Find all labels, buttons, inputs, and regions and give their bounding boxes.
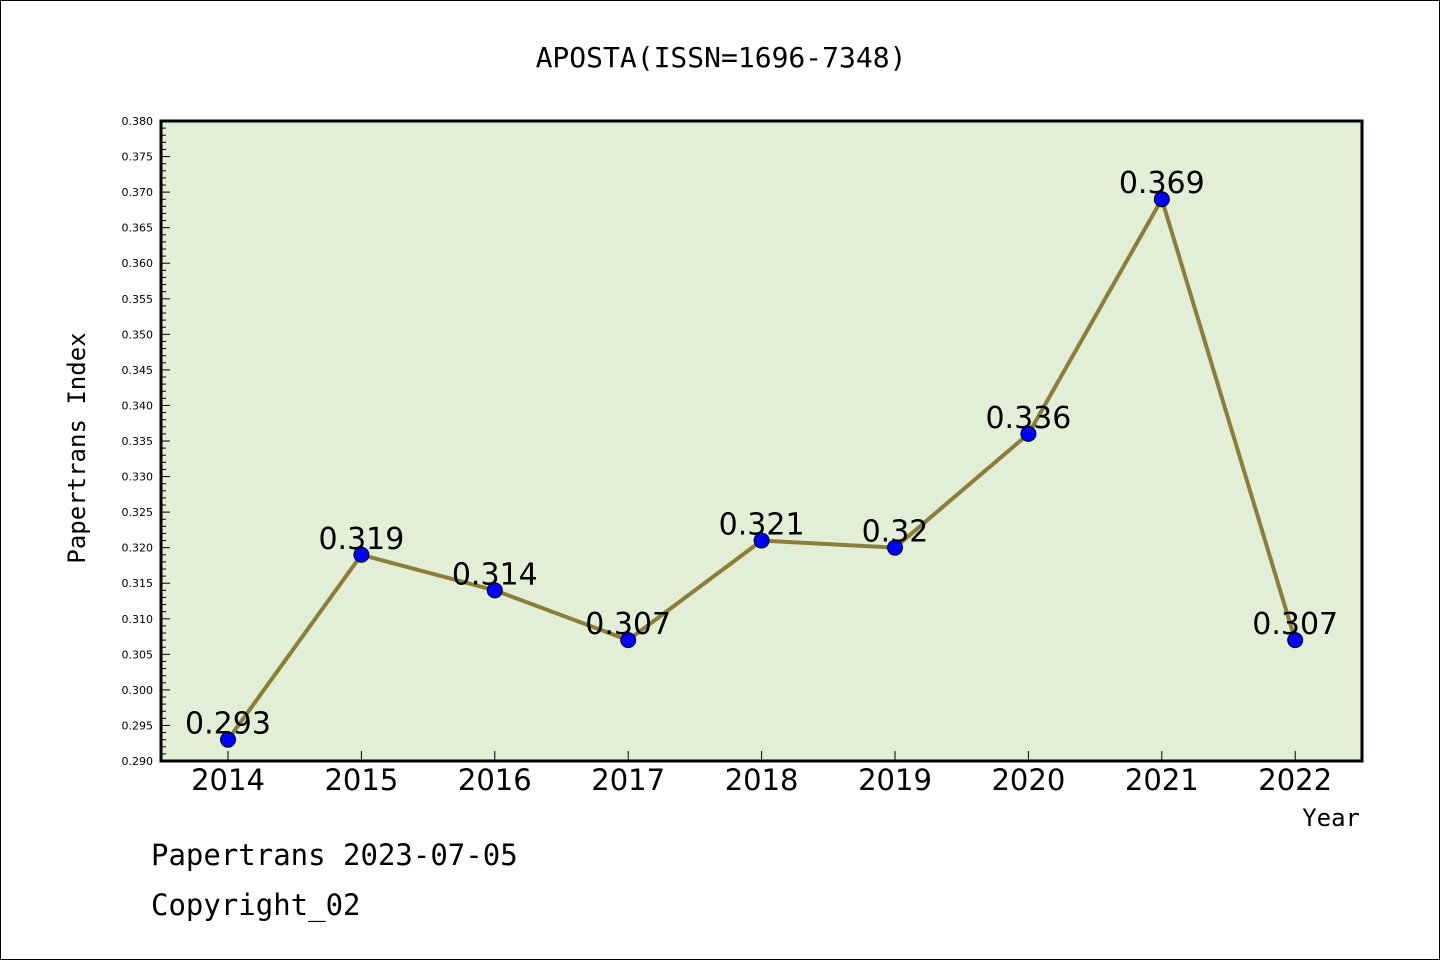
data-label: 0.307 — [585, 607, 671, 642]
x-tick-label: 2020 — [991, 763, 1065, 797]
data-label: 0.314 — [452, 557, 538, 592]
y-tick-label: 0.300 — [122, 684, 154, 697]
data-label: 0.336 — [985, 401, 1071, 436]
x-tick-label: 2019 — [858, 763, 932, 797]
data-point — [1153, 191, 1170, 208]
data-point — [1020, 425, 1037, 442]
y-tick-label: 0.325 — [122, 506, 154, 519]
y-tick-label: 0.345 — [122, 364, 154, 377]
data-label: 0.369 — [1119, 166, 1205, 201]
y-tick-label: 0.350 — [122, 328, 154, 341]
y-tick-label: 0.335 — [122, 435, 154, 448]
data-labels: 0.293 0.319 0.314 0.307 0.321 0.32 0.336 0.369 0… — [185, 166, 1338, 741]
y-axis-label: Papertrans Index — [63, 332, 91, 563]
y-tick-label: 0.330 — [122, 471, 154, 484]
x-tick-label: 2014 — [191, 763, 265, 797]
data-point — [353, 546, 370, 563]
x-tick-label: 2015 — [324, 763, 398, 797]
y-tick-label: 0.315 — [122, 577, 154, 590]
y-tick-label: 0.380 — [122, 115, 154, 128]
data-point — [1287, 632, 1304, 649]
y-tick-label: 0.295 — [122, 719, 154, 732]
footer-date: Papertrans 2023-07-05 — [151, 838, 518, 872]
y-tick-label: 0.370 — [122, 186, 154, 199]
data-point — [486, 582, 503, 599]
x-tick-label: 2021 — [1125, 763, 1199, 797]
y-tick-label: 0.320 — [122, 542, 154, 555]
data-point — [620, 632, 637, 649]
y-tick-label: 0.290 — [122, 755, 154, 768]
data-label: 0.32 — [862, 515, 929, 550]
series-markers — [220, 191, 1304, 748]
y-tick-label: 0.375 — [122, 151, 154, 164]
footer-copyright: Copyright_02 — [151, 888, 361, 923]
y-tick-label: 0.340 — [122, 399, 154, 412]
data-point — [887, 539, 903, 556]
x-tick-label: 2018 — [725, 763, 799, 797]
y-axis-ticks: 0.290 0.295 0.300 0.305 0.310 0.315 0.320 0.325… — [122, 115, 154, 768]
y-tick-label: 0.365 — [122, 222, 154, 235]
x-tick-label: 2016 — [458, 763, 532, 797]
data-label: 0.293 — [185, 707, 271, 742]
plot-area — [161, 121, 1362, 761]
x-tick-label: 2017 — [591, 763, 665, 797]
data-point — [753, 532, 770, 549]
plot-border — [159, 119, 1364, 763]
y-tick-label: 0.355 — [122, 293, 154, 306]
x-axis-label: Year — [1302, 804, 1360, 832]
data-point — [220, 731, 236, 748]
y-tick-label: 0.305 — [122, 648, 154, 661]
data-label: 0.319 — [318, 522, 404, 557]
data-label: 0.307 — [1252, 607, 1338, 642]
data-label: 0.321 — [719, 508, 805, 543]
x-axis-ticks: 2014 2015 2016 2017 2018 2019 2020 2021 2022 — [191, 751, 1332, 797]
y-tick-label: 0.360 — [122, 257, 154, 270]
chart-title: APOSTA(ISSN=1696-7348) — [536, 41, 907, 74]
x-tick-label: 2022 — [1258, 763, 1332, 797]
y-tick-label: 0.310 — [122, 613, 154, 626]
